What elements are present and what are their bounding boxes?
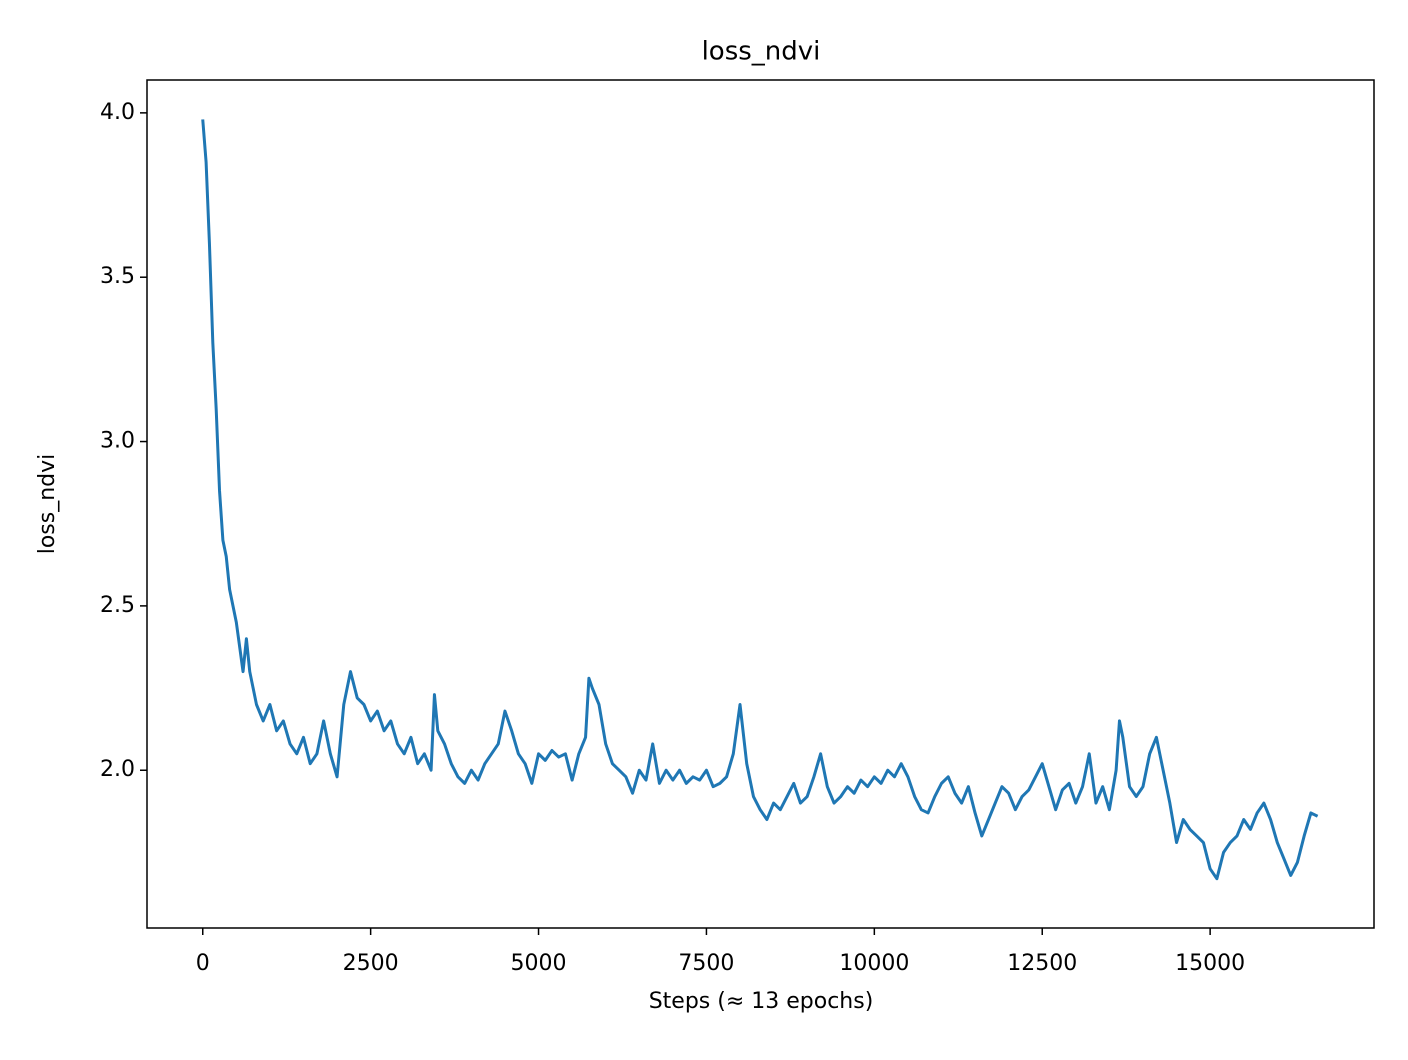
y-tick-label: 2.0 — [100, 757, 135, 782]
x-tick-label: 12500 — [1007, 951, 1077, 976]
x-tick-label: 2500 — [343, 951, 399, 976]
y-tick-label: 2.5 — [100, 593, 135, 618]
x-tick-label: 0 — [196, 951, 210, 976]
x-axis-label: Steps (≈ 13 epochs) — [649, 989, 874, 1014]
chart-title: loss_ndvi — [702, 37, 821, 67]
y-axis-label: loss_ndvi — [35, 454, 60, 555]
plot-frame — [146, 79, 1375, 929]
x-tick-label: 15000 — [1175, 951, 1245, 976]
data-line — [201, 119, 1319, 881]
x-tick-label: 5000 — [511, 951, 567, 976]
y-tick-label: 4.0 — [100, 100, 135, 125]
x-tick-label: 7500 — [678, 951, 734, 976]
y-tick-label: 3.0 — [100, 429, 135, 454]
y-tick-label: 3.5 — [100, 264, 135, 289]
x-tick-label: 10000 — [839, 951, 909, 976]
